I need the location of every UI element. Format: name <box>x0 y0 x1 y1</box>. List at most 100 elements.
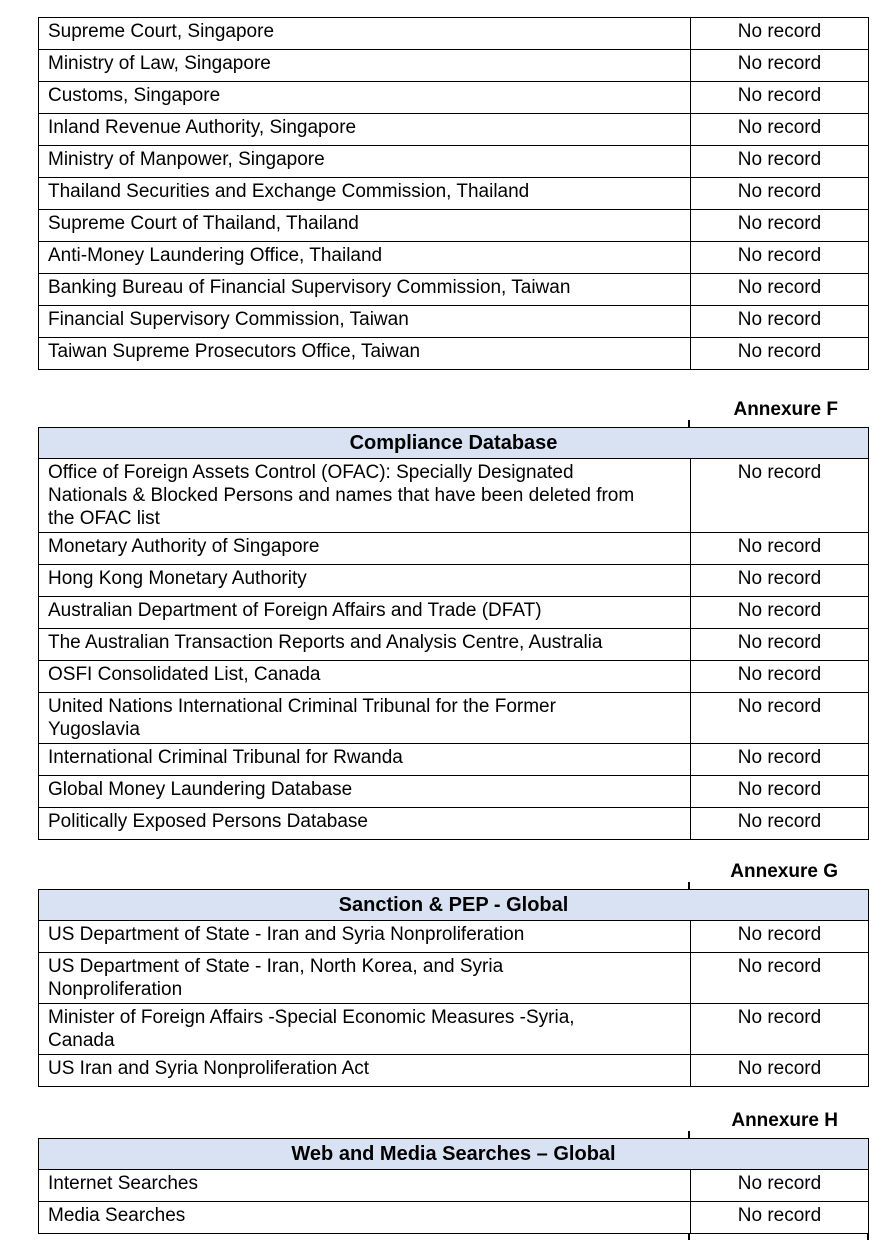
result-cell: No record <box>690 1169 869 1202</box>
source-cell: Financial Supervisory Commission, Taiwan <box>38 305 691 338</box>
source-cell: Internet Searches <box>38 1169 691 1202</box>
table-row: US Department of State - Iran and Syria … <box>38 920 869 953</box>
result-cell: No record <box>690 1003 869 1055</box>
table-row: Thailand Securities and Exchange Commiss… <box>38 177 869 210</box>
result-cell: No record <box>690 532 869 565</box>
table-row: Global Money Laundering Database No recor… <box>38 775 869 808</box>
annexure-label: Annexure G <box>730 861 838 882</box>
sanction-pep-table: Sanction & PEP - Global US Department of… <box>38 889 869 1087</box>
table-row: Supreme Court of Thailand, Thailand No re… <box>38 209 869 242</box>
results-table-wrap: Compliance Database Office of Foreign As… <box>38 420 869 840</box>
source-cell: Australian Department of Foreign Affairs… <box>38 596 691 629</box>
table-title: Web and Media Searches – Global <box>38 1138 869 1170</box>
results-table-wrap: Web and Media Searches – Global Internet… <box>38 1131 869 1240</box>
source-cell: Politically Exposed Persons Database <box>38 807 691 840</box>
source-cell: US Department of State - Iran, North Kor… <box>38 952 691 1004</box>
table-title: Sanction & PEP - Global <box>38 889 869 921</box>
result-cell: No record <box>690 628 869 661</box>
table-row: US Iran and Syria Nonproliferation Act No… <box>38 1054 869 1087</box>
table-row: Customs, Singapore No record <box>38 81 869 114</box>
result-cell: No record <box>690 113 869 146</box>
source-cell: Supreme Court, Singapore <box>38 17 691 50</box>
source-cell: Ministry of Law, Singapore <box>38 49 691 82</box>
source-cell: International Criminal Tribunal for Rwan… <box>38 743 691 776</box>
source-cell: OSFI Consolidated List, Canada <box>38 660 691 693</box>
table-row: Taiwan Supreme Prosecutors Office, Taiwa… <box>38 337 869 370</box>
table-row: Inland Revenue Authority, Singapore No re… <box>38 113 869 146</box>
result-cell: No record <box>690 1054 869 1087</box>
table-row: Minister of Foreign Affairs -Special Eco… <box>38 1003 869 1055</box>
result-cell: No record <box>690 49 869 82</box>
web-media-searches-table: Web and Media Searches – Global Internet… <box>38 1138 869 1234</box>
table-row: Office of Foreign Assets Control (OFAC):… <box>38 458 869 533</box>
result-cell: No record <box>690 145 869 178</box>
table-row: Monetary Authority of Singapore No record <box>38 532 869 565</box>
source-cell: Supreme Court of Thailand, Thailand <box>38 209 691 242</box>
table-row: Anti-Money Laundering Office, Thailand No… <box>38 241 869 274</box>
table-row: Politically Exposed Persons Database No r… <box>38 807 869 840</box>
source-cell: US Department of State - Iran and Syria … <box>38 920 691 953</box>
result-cell: No record <box>690 660 869 693</box>
annexure-label: Annexure F <box>733 399 838 420</box>
source-cell: Inland Revenue Authority, Singapore <box>38 113 691 146</box>
annexure-label: Annexure H <box>731 1110 838 1131</box>
table-row: Hong Kong Monetary Authority No record <box>38 564 869 597</box>
source-cell: Minister of Foreign Affairs -Special Eco… <box>38 1003 691 1055</box>
result-cell: No record <box>690 273 869 306</box>
source-cell: Hong Kong Monetary Authority <box>38 564 691 597</box>
result-cell: No record <box>690 692 869 744</box>
source-cell: Media Searches <box>38 1201 691 1234</box>
document-page: Supreme Court, Singapore No record Minist… <box>0 17 894 1247</box>
table-row: Australian Department of Foreign Affairs… <box>38 596 869 629</box>
result-cell: No record <box>690 177 869 210</box>
source-cell: United Nations International Criminal Tr… <box>38 692 691 744</box>
source-cell: Taiwan Supreme Prosecutors Office, Taiwa… <box>38 337 691 370</box>
result-cell: No record <box>690 775 869 808</box>
table-row: Ministry of Manpower, Singapore No record <box>38 145 869 178</box>
screening-results-section: Supreme Court, Singapore No record Minist… <box>0 17 894 370</box>
result-cell: No record <box>690 241 869 274</box>
table-row: Internet Searches No record <box>38 1169 869 1202</box>
source-cell: Office of Foreign Assets Control (OFAC):… <box>38 458 691 533</box>
table-row: Financial Supervisory Commission, Taiwan… <box>38 305 869 338</box>
table-row: International Criminal Tribunal for Rwan… <box>38 743 869 776</box>
source-cell: US Iran and Syria Nonproliferation Act <box>38 1054 691 1087</box>
result-cell: No record <box>690 1201 869 1234</box>
table-row: Supreme Court, Singapore No record <box>38 17 869 50</box>
source-cell: Customs, Singapore <box>38 81 691 114</box>
table-row: OSFI Consolidated List, Canada No record <box>38 660 869 693</box>
source-cell: Global Money Laundering Database <box>38 775 691 808</box>
source-cell: Banking Bureau of Financial Supervisory … <box>38 273 691 306</box>
annexure-f-section: Annexure F Compliance Database Office of… <box>0 400 894 840</box>
table-row: The Australian Transaction Reports and A… <box>38 628 869 661</box>
result-cell: No record <box>690 17 869 50</box>
annexure-h-section: Annexure H Web and Media Searches – Glob… <box>0 1110 894 1240</box>
results-table-wrap: Sanction & PEP - Global US Department of… <box>38 882 869 1087</box>
result-cell: No record <box>690 209 869 242</box>
result-cell: No record <box>690 807 869 840</box>
source-cell: Monetary Authority of Singapore <box>38 532 691 565</box>
results-table: Supreme Court, Singapore No record Minist… <box>38 17 869 370</box>
results-table-wrap: Supreme Court, Singapore No record Minist… <box>38 17 869 370</box>
table-title: Compliance Database <box>38 427 869 459</box>
table-header-row: Compliance Database <box>38 427 869 459</box>
result-cell: No record <box>690 952 869 1004</box>
table-row: US Department of State - Iran, North Kor… <box>38 952 869 1004</box>
result-cell: No record <box>690 920 869 953</box>
table-row: United Nations International Criminal Tr… <box>38 692 869 744</box>
source-cell: Ministry of Manpower, Singapore <box>38 145 691 178</box>
result-cell: No record <box>690 305 869 338</box>
source-cell: Thailand Securities and Exchange Commiss… <box>38 177 691 210</box>
compliance-database-table: Compliance Database Office of Foreign As… <box>38 427 869 840</box>
result-cell: No record <box>690 743 869 776</box>
table-row: Ministry of Law, Singapore No record <box>38 49 869 82</box>
table-border-tick <box>867 1234 869 1240</box>
table-header-row: Sanction & PEP - Global <box>38 889 869 921</box>
source-cell: Anti-Money Laundering Office, Thailand <box>38 241 691 274</box>
result-cell: No record <box>690 81 869 114</box>
table-row: Banking Bureau of Financial Supervisory … <box>38 273 869 306</box>
table-row: Media Searches No record <box>38 1201 869 1234</box>
result-cell: No record <box>690 564 869 597</box>
result-cell: No record <box>690 596 869 629</box>
source-cell: The Australian Transaction Reports and A… <box>38 628 691 661</box>
